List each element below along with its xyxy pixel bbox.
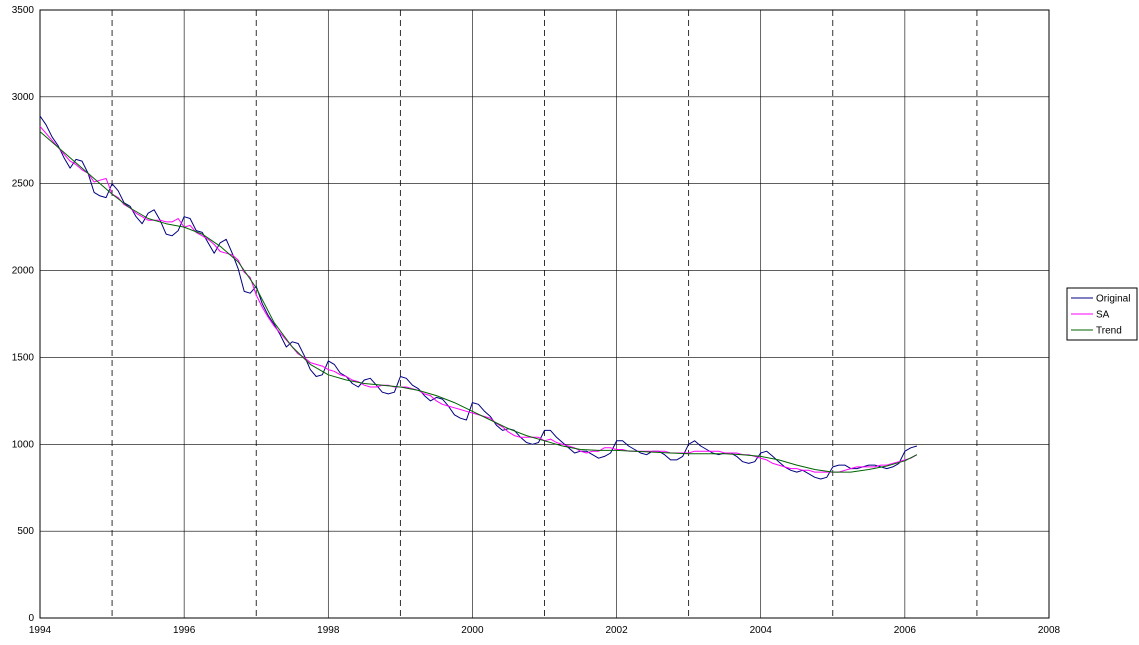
y-tick-label: 3000	[12, 92, 35, 103]
legend-label-original: Original	[1096, 294, 1130, 305]
x-tick-label: 1998	[317, 625, 340, 636]
series-line-original	[39, 115, 918, 480]
y-axis-ticks: 0 500 1000 1500 2000 2500 3000 3500	[12, 5, 35, 624]
legend-label-sa: SA	[1096, 310, 1110, 321]
series-line-trend	[39, 131, 918, 473]
x-tick-label: 2008	[1038, 625, 1061, 636]
x-tick-label: 1994	[29, 625, 52, 636]
y-tick-label: 2000	[12, 266, 35, 277]
grid-lines	[39, 9, 1050, 619]
x-tick-label: 1996	[173, 625, 196, 636]
x-tick-label: 2006	[894, 625, 917, 636]
y-tick-label: 3500	[12, 5, 35, 16]
x-tick-label: 2002	[605, 625, 628, 636]
x-axis-ticks: 1994 1996 1998 2000 2002 2004 2006 2008	[29, 625, 1061, 636]
y-tick-label: 0	[28, 613, 34, 624]
dashed-year-lines	[111, 10, 978, 618]
y-tick-label: 1000	[12, 439, 35, 450]
y-tick-label: 500	[17, 526, 34, 537]
series-line-sa	[39, 126, 918, 473]
x-tick-label: 2004	[750, 625, 773, 636]
y-tick-label: 2500	[12, 179, 35, 190]
series-group	[39, 115, 918, 480]
x-tick-label: 2000	[461, 625, 484, 636]
legend: Original SA Trend	[1066, 287, 1138, 341]
y-tick-label: 1500	[12, 352, 35, 363]
legend-label-trend: Trend	[1096, 326, 1122, 337]
